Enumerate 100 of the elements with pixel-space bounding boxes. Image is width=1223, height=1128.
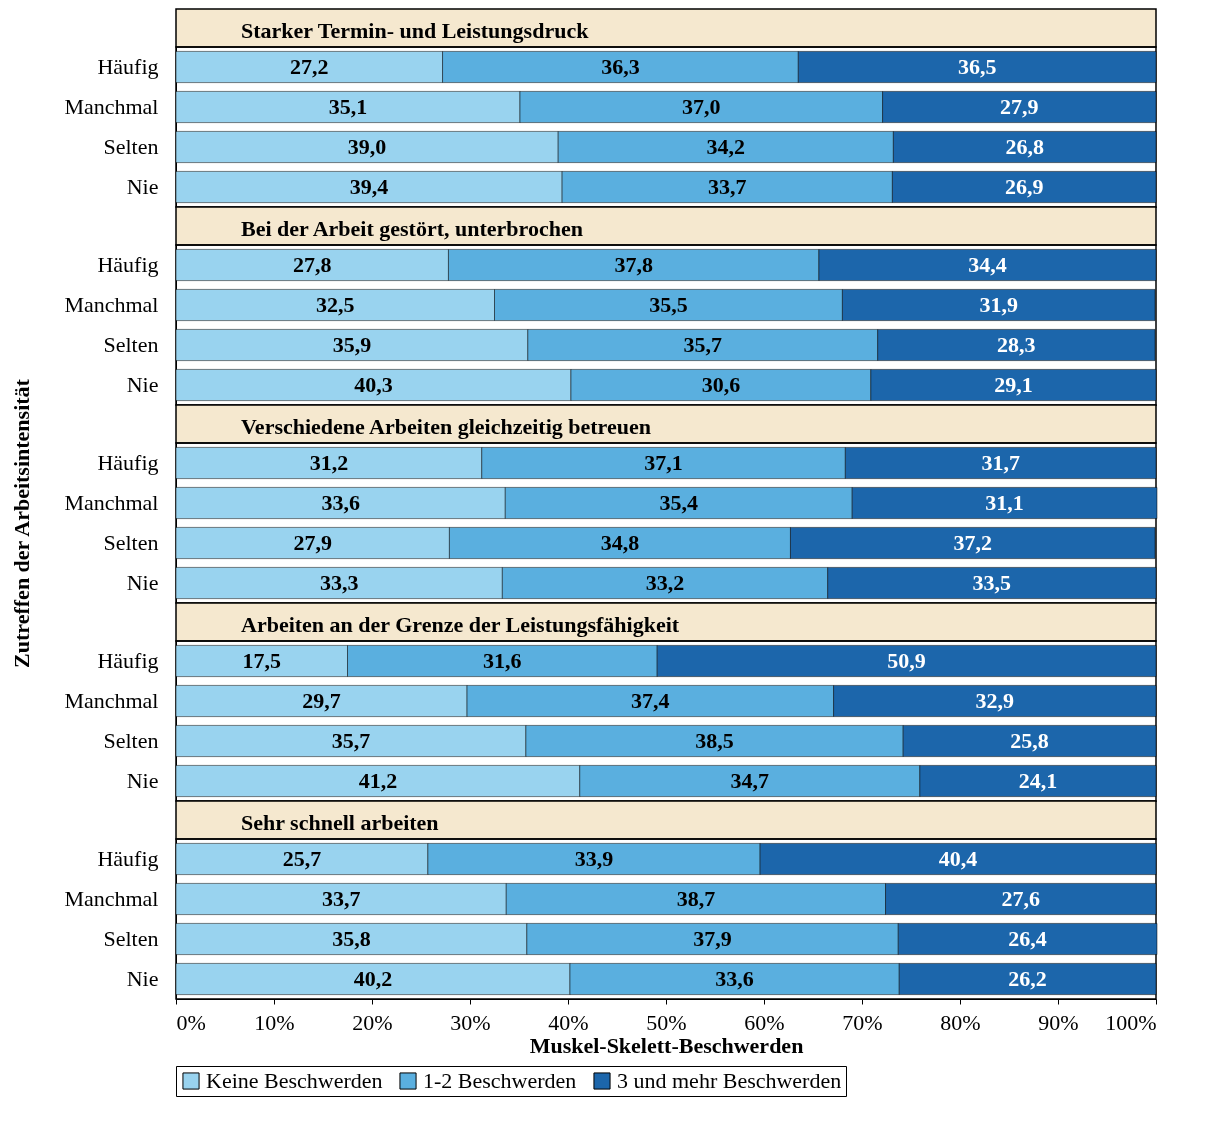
data-label: 33,9: [574, 846, 614, 871]
y-tick-label: Nie: [126, 966, 159, 991]
data-label: 34,4: [968, 252, 1007, 277]
data-label: 28,3: [997, 332, 1036, 357]
data-label: 17,5: [242, 648, 281, 673]
data-label: 31,1: [985, 490, 1024, 515]
data-label: 35,4: [659, 490, 698, 515]
data-label: 37,4: [631, 688, 670, 713]
y-tick-label: Nie: [126, 372, 159, 397]
data-label: 33,2: [645, 570, 685, 595]
x-tick-label: 10%: [254, 1009, 295, 1035]
y-tick-label: Manchmal: [64, 292, 159, 317]
data-label: 31,7: [981, 450, 1020, 475]
y-tick-label: Selten: [103, 926, 159, 951]
data-label: 26,8: [1005, 134, 1044, 159]
x-tick-label: 90%: [1038, 1009, 1079, 1035]
legend-label: 1-2 Beschwerden: [423, 1068, 577, 1093]
x-tick-label: 100%: [1105, 1009, 1157, 1035]
data-label: 35,1: [328, 94, 368, 119]
x-tick-label: 0%: [176, 1009, 206, 1035]
legend-label: 3 und mehr Beschwerden: [617, 1068, 842, 1093]
data-label: 26,9: [1004, 174, 1044, 199]
x-tick-label: 50%: [646, 1009, 687, 1035]
data-label: 33,6: [321, 490, 360, 515]
data-label: 36,5: [957, 54, 997, 79]
data-label: 37,9: [693, 926, 732, 951]
y-tick-label: Manchmal: [64, 490, 159, 515]
x-tick-label: 80%: [940, 1009, 981, 1035]
data-label: 34,2: [706, 134, 746, 159]
data-label: 50,9: [887, 648, 926, 673]
data-label: 29,7: [302, 688, 341, 713]
data-label: 33,5: [972, 570, 1012, 595]
data-label: 35,7: [331, 728, 371, 753]
x-tick-label: 30%: [450, 1009, 491, 1035]
data-label: 34,7: [730, 768, 770, 793]
data-label: 27,6: [1001, 886, 1041, 911]
data-label: 33,6: [715, 966, 754, 991]
data-label: 27,9: [293, 530, 332, 555]
chart-title: Verschiedene Arbeiten gleichzeitig betreuen: [241, 414, 651, 439]
x-axis-title: Muskel-Skelett-Beschwerden: [529, 1032, 804, 1058]
data-label: 31,6: [483, 648, 522, 673]
data-label: 37,2: [953, 530, 992, 555]
data-label: 37,8: [614, 252, 653, 277]
y-tick-label: Häufig: [97, 54, 159, 79]
data-label: 38,7: [676, 886, 716, 911]
y-tick-label: Selten: [103, 530, 159, 555]
data-label: 33,7: [321, 886, 361, 911]
data-label: 27,2: [290, 54, 329, 79]
data-label: 31,9: [979, 292, 1018, 317]
data-label: 26,2: [1008, 966, 1047, 991]
y-tick-label: Selten: [103, 134, 159, 159]
data-label: 40,3: [354, 372, 393, 397]
data-label: 35,8: [332, 926, 371, 951]
data-label: 40,2: [353, 966, 393, 991]
data-label: 30,6: [701, 372, 741, 397]
y-tick-label: Manchmal: [64, 688, 159, 713]
y-tick-label: Nie: [126, 174, 159, 199]
y-tick-label: Selten: [103, 728, 159, 753]
data-label: 29,1: [994, 372, 1033, 397]
data-label: 27,9: [1000, 94, 1039, 119]
data-label: 32,9: [975, 688, 1015, 713]
y-tick-label: Häufig: [97, 846, 159, 871]
y-tick-label: Nie: [126, 768, 159, 793]
data-label: 27,8: [292, 252, 332, 277]
y-tick-label: Selten: [103, 332, 159, 357]
y-tick-label: Nie: [126, 570, 159, 595]
data-label: 25,7: [282, 846, 322, 871]
y-tick-label: Manchmal: [64, 886, 159, 911]
y-tick-label: Häufig: [97, 648, 159, 673]
data-label: 35,7: [683, 332, 722, 357]
chart-title: Sehr schnell arbeiten: [241, 810, 439, 835]
data-label: 26,4: [1008, 926, 1047, 951]
data-label: 39,0: [347, 134, 387, 159]
y-tick-label: Häufig: [97, 450, 159, 475]
chart-title: Arbeiten an der Grenze der Leistungsfähigkeit: [241, 612, 680, 637]
data-label: 33,7: [708, 174, 747, 199]
y-axis-title: Zutreffen der Arbeitsintensität: [9, 378, 35, 668]
data-label: 24,1: [1018, 768, 1058, 793]
y-tick-label: Manchmal: [64, 94, 159, 119]
chart-title: Starker Termin- und Leistungsdruck: [241, 18, 590, 43]
y-tick-label: Häufig: [97, 252, 159, 277]
x-tick-label: 70%: [842, 1009, 883, 1035]
data-label: 41,2: [358, 768, 398, 793]
data-label: 34,8: [600, 530, 640, 555]
data-label: 31,2: [309, 450, 349, 475]
data-label: 35,9: [332, 332, 372, 357]
data-label: 36,3: [601, 54, 640, 79]
chart-title: Bei der Arbeit gestört, unterbrochen: [241, 216, 583, 241]
x-tick-label: 40%: [548, 1009, 589, 1035]
data-label: 38,5: [695, 728, 734, 753]
x-tick-label: 60%: [744, 1009, 785, 1035]
data-label: 35,5: [649, 292, 688, 317]
data-label: 37,0: [682, 94, 721, 119]
data-label: 33,3: [319, 570, 359, 595]
data-label: 40,4: [938, 846, 978, 871]
data-label: 39,4: [349, 174, 389, 199]
legend-label: Keine Beschwerden: [206, 1068, 383, 1093]
data-label: 25,8: [1010, 728, 1049, 753]
data-label: 32,5: [316, 292, 355, 317]
x-tick-label: 20%: [352, 1009, 393, 1035]
